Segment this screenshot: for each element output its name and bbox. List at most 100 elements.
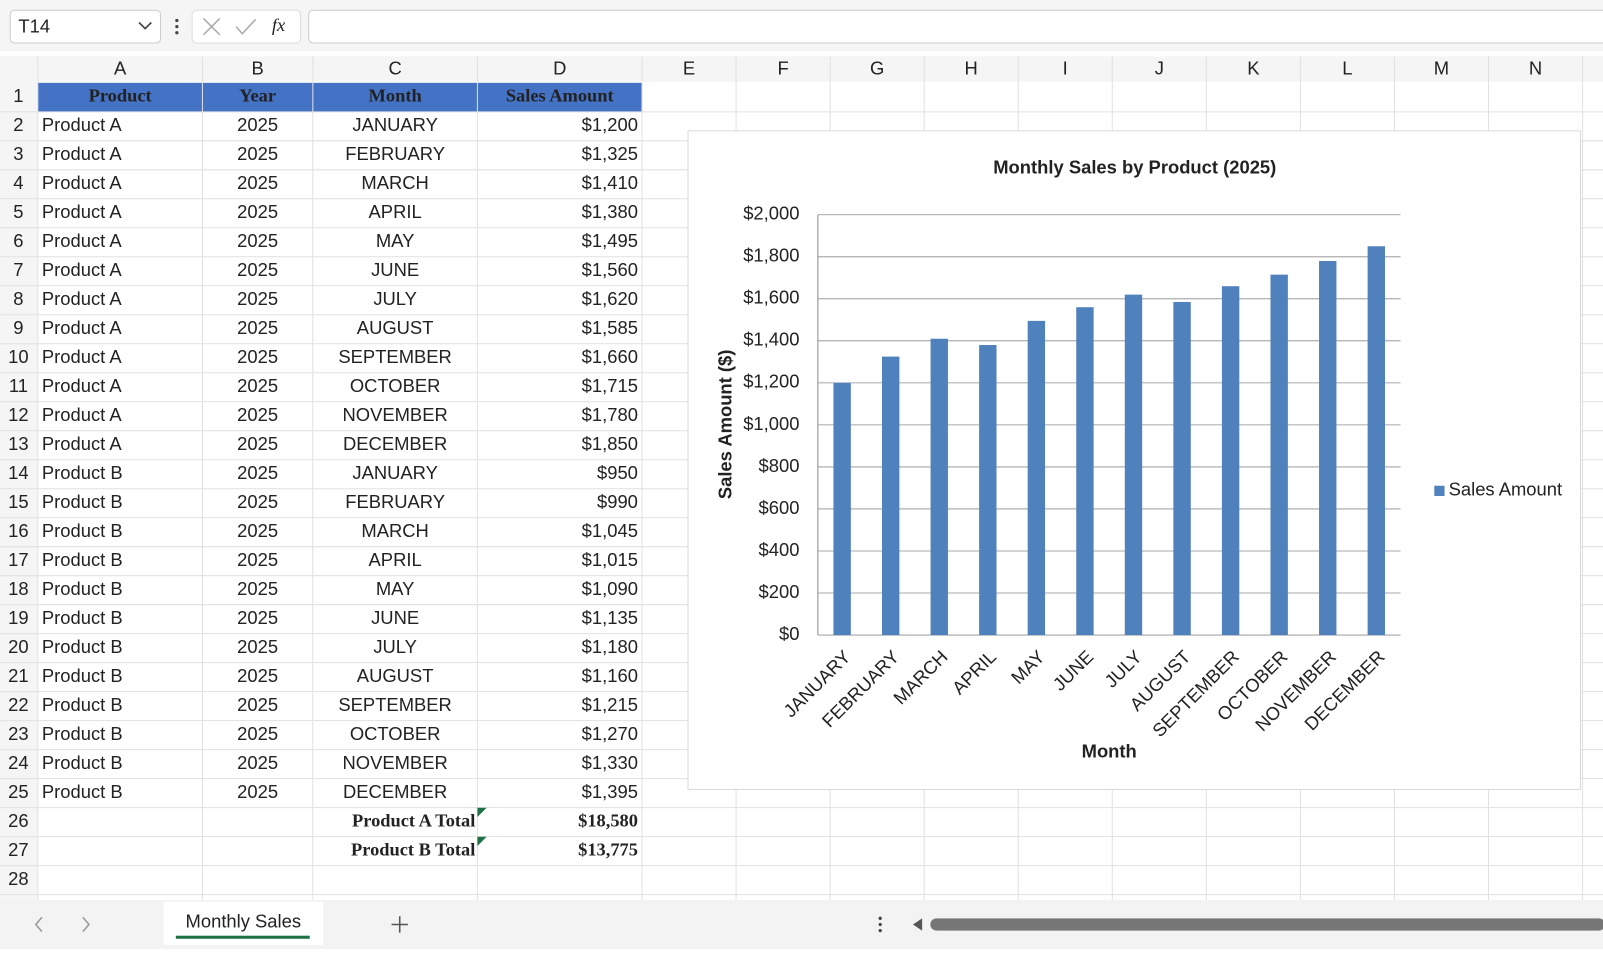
column-letter: D	[553, 57, 566, 78]
cell: Product A	[42, 201, 122, 222]
row-number: 20	[8, 636, 28, 657]
y-tick-label: $1,200	[743, 371, 799, 392]
error-indicator	[477, 807, 487, 818]
row-number: 27	[8, 839, 28, 860]
cell: AUGUST	[357, 665, 434, 686]
next-sheet[interactable]	[82, 916, 90, 933]
column-letter: F	[777, 57, 788, 78]
cell: Product A	[42, 317, 122, 338]
cell: $1,090	[582, 578, 638, 599]
add-sheet[interactable]	[391, 916, 408, 933]
cell: Product B	[42, 520, 123, 541]
scrollbar[interactable]	[930, 918, 1603, 931]
cell: $1,270	[582, 723, 638, 744]
cell: Product B	[42, 752, 123, 773]
column-letter: E	[683, 57, 695, 78]
row-number: 6	[13, 230, 23, 251]
cell: 2025	[237, 288, 278, 309]
cell: Product A	[42, 404, 122, 425]
cell: Product A	[42, 375, 122, 396]
total-value: $13,775	[578, 839, 638, 859]
cell: Product B	[42, 636, 123, 657]
cell: FEBRUARY	[345, 491, 445, 512]
cell: Product B	[42, 462, 123, 483]
cell: 2025	[237, 433, 278, 454]
row-number: 24	[8, 752, 28, 773]
y-tick-label: $200	[759, 581, 800, 602]
cell: 2025	[237, 201, 278, 222]
chart-title: Monthly Sales by Product (2025)	[993, 157, 1276, 178]
cell: APRIL	[369, 549, 422, 570]
cell: 2025	[237, 230, 278, 251]
name-box-text: T14	[18, 15, 50, 36]
header-cell: Product	[89, 86, 153, 106]
cell: JULY	[373, 636, 417, 657]
bar	[1124, 294, 1143, 636]
row-number: 3	[13, 143, 23, 164]
cell: Product A	[42, 433, 122, 454]
cell: Product B	[42, 723, 123, 744]
total-value: $18,580	[578, 810, 638, 830]
cell: OCTOBER	[350, 375, 441, 396]
cell: $1,135	[582, 607, 638, 628]
cell: NOVEMBER	[343, 752, 448, 773]
cell: $1,410	[582, 172, 638, 193]
cell: MARCH	[361, 520, 428, 541]
dropdown-icon[interactable]	[138, 21, 152, 30]
bar	[833, 382, 851, 636]
row-number: 26	[8, 810, 28, 831]
cell: $1,160	[582, 665, 638, 686]
cell: 2025	[237, 462, 278, 483]
y-tick-label: $400	[759, 539, 800, 560]
column-letter: M	[1434, 57, 1449, 78]
name-box[interactable]	[9, 9, 162, 44]
more-icon[interactable]	[878, 916, 882, 920]
cell: $1,620	[582, 288, 638, 309]
cell: MAY	[376, 230, 414, 251]
cell: $1,325	[582, 143, 638, 164]
cell: 2025	[237, 114, 278, 135]
cancel-icon[interactable]	[202, 17, 221, 36]
cell: JUNE	[371, 607, 419, 628]
cell: 2025	[237, 143, 278, 164]
scroll-left[interactable]	[912, 918, 923, 931]
row-number: 15	[8, 491, 28, 512]
row-number: 2	[13, 114, 23, 135]
cell: $1,330	[582, 752, 638, 773]
cell: 2025	[237, 694, 278, 715]
cell: 2025	[237, 723, 278, 744]
row-number: 7	[13, 259, 23, 280]
row-number: 18	[8, 578, 28, 599]
cell: $1,180	[582, 636, 638, 657]
total-label: Product B Total	[351, 839, 475, 859]
cell: MAY	[376, 578, 414, 599]
cell: Product B	[42, 549, 123, 570]
cell: $990	[597, 491, 638, 512]
column-letter: J	[1155, 57, 1164, 78]
prev-sheet[interactable]	[34, 916, 43, 933]
enter-icon[interactable]	[235, 18, 257, 35]
column-letter: A	[114, 57, 127, 78]
cell: SEPTEMBER	[338, 694, 451, 715]
cell: JULY	[373, 288, 417, 309]
cell: Product A	[42, 346, 122, 367]
bar	[1027, 320, 1046, 636]
cell: JANUARY	[352, 462, 438, 483]
cell: $1,560	[582, 259, 638, 280]
cell: 2025	[237, 665, 278, 686]
function-icon[interactable]: fx	[272, 15, 286, 35]
cell: APRIL	[369, 201, 422, 222]
cell: OCTOBER	[350, 723, 441, 744]
bar	[1221, 286, 1240, 636]
row-number: 8	[13, 288, 23, 309]
formula-bar[interactable]	[308, 9, 1603, 44]
more-icon[interactable]	[175, 18, 179, 23]
error-indicator	[477, 836, 487, 846]
header-cell: Sales Amount	[506, 86, 615, 106]
cell: JANUARY	[352, 114, 438, 135]
row-number: 12	[8, 404, 28, 425]
cell: Product A	[42, 114, 122, 135]
cell: $1,015	[582, 549, 638, 570]
cell: $950	[597, 462, 638, 483]
